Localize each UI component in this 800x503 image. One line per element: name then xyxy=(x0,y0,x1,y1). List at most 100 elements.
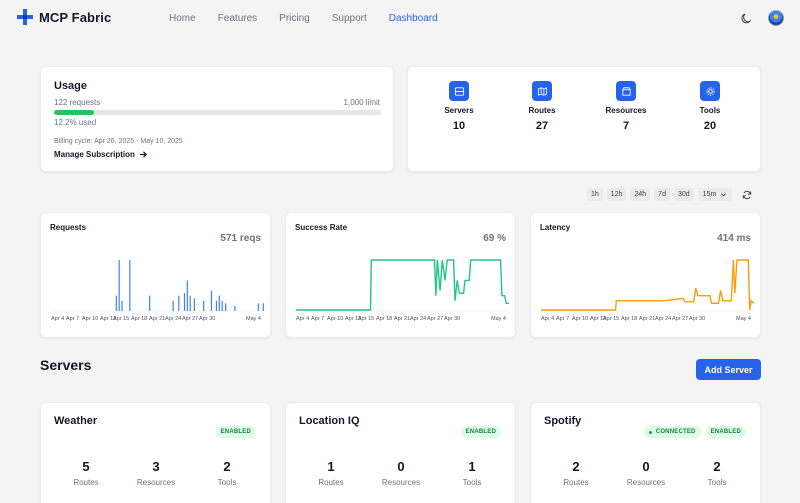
server-badges: CONNECTED ENABLED xyxy=(639,426,746,438)
x-tick-label: Apr 18 xyxy=(376,316,392,322)
x-tick-label: Apr 7 xyxy=(66,316,79,322)
avatar[interactable] xyxy=(768,10,784,26)
range-1h[interactable]: 1h xyxy=(587,188,603,201)
routes-count: 5 xyxy=(82,459,90,474)
top-nav-bar: MCP Fabric Home Features Pricing Support… xyxy=(0,0,800,38)
x-tick-label: Apr 21 xyxy=(149,316,165,322)
status-badge: ENABLED xyxy=(215,426,256,438)
gear-icon xyxy=(700,81,720,101)
status-dot-icon xyxy=(648,430,652,434)
refresh-icon[interactable] xyxy=(742,190,752,200)
x-tick-label: Apr 21 xyxy=(639,316,655,322)
chart-bar xyxy=(203,300,205,311)
x-tick-label: May 4 xyxy=(736,316,751,322)
range-30d[interactable]: 30d xyxy=(673,188,694,201)
chart-bar xyxy=(221,300,223,311)
x-tick-label: Apr 24 xyxy=(655,316,671,322)
x-tick-label: Apr 7 xyxy=(311,316,324,322)
app-name: MCP Fabric xyxy=(39,9,112,25)
main-nav: Home Features Pricing Support Dashboard xyxy=(169,13,460,24)
server-routes: 1 Routes xyxy=(301,459,361,487)
nav-dashboard[interactable]: Dashboard xyxy=(388,13,438,24)
stat-value: 27 xyxy=(535,120,549,132)
x-tick-label: Apr 24 xyxy=(410,316,426,322)
stat-label: Servers xyxy=(444,106,474,115)
chart-series-line xyxy=(296,259,509,311)
stat-servers[interactable]: Servers 10 xyxy=(429,81,489,132)
chart-bar xyxy=(149,295,151,311)
nav-pricing[interactable]: Pricing xyxy=(279,13,310,24)
resources-label: Resources xyxy=(626,478,666,487)
x-tick-label: Apr 10 xyxy=(327,316,343,322)
brand[interactable]: MCP Fabric xyxy=(17,9,111,25)
usage-card: Usage 122 requests 1,000 limit 12.2% use… xyxy=(40,66,394,172)
add-server-button[interactable]: Add Server xyxy=(696,359,761,380)
status-badge: ENABLED xyxy=(460,426,501,438)
server-routes: 5 Routes xyxy=(56,459,116,487)
chart-bar xyxy=(225,303,227,311)
manage-subscription-label: Manage Subscription xyxy=(54,150,135,159)
nav-features[interactable]: Features xyxy=(217,13,258,24)
nav-support[interactable]: Support xyxy=(331,13,367,24)
chart-series-line xyxy=(541,259,755,311)
x-tick-label: Apr 21 xyxy=(394,316,410,322)
x-tick-label: Apr 30 xyxy=(689,316,705,322)
x-tick-label: Apr 27 xyxy=(427,316,443,322)
chart-bar xyxy=(186,280,188,311)
chart-title: Success Rate xyxy=(295,223,348,232)
stat-resources[interactable]: Resources 7 xyxy=(596,81,656,132)
chart-title: Latency xyxy=(540,223,571,232)
time-range-controls: 1h 12h 24h 7d 30d 15m xyxy=(587,188,752,201)
usage-progress-fill xyxy=(54,110,94,115)
server-card-location-iq[interactable]: Location IQ ENABLED 1 Routes 0 Resources 1… xyxy=(285,402,516,503)
server-tools: 1 Tools xyxy=(442,459,502,487)
range-12h[interactable]: 12h xyxy=(606,188,627,201)
x-tick-label: Apr 13 xyxy=(100,316,116,322)
interval-select[interactable]: 15m xyxy=(697,188,733,201)
moon-icon[interactable] xyxy=(741,12,753,24)
stat-label: Resources xyxy=(605,106,647,115)
server-tools: 2 Tools xyxy=(197,459,257,487)
resources-count: 0 xyxy=(397,459,405,474)
server-resources: 3 Resources xyxy=(126,459,186,487)
chart-summary: 69 % xyxy=(483,233,506,244)
box-icon xyxy=(616,81,636,101)
server-name: Spotify xyxy=(544,415,582,427)
tools-count: 2 xyxy=(223,459,231,474)
stat-tools[interactable]: Tools 20 xyxy=(680,81,740,132)
resources-count: 0 xyxy=(642,459,650,474)
server-card-spotify[interactable]: Spotify CONNECTED ENABLED 2 Routes 0 Resou… xyxy=(530,402,761,503)
plus-cross-logo xyxy=(17,9,33,25)
usage-requests: 122 requests xyxy=(54,98,101,107)
map-icon xyxy=(532,81,552,101)
resources-label: Resources xyxy=(381,478,421,487)
server-card-weather[interactable]: Weather ENABLED 5 Routes 3 Resources 2 Tool… xyxy=(40,402,271,503)
x-tick-label: Apr 15 xyxy=(113,316,129,322)
tools-label: Tools xyxy=(707,478,727,487)
x-tick-label: Apr 7 xyxy=(556,316,569,322)
routes-label: Routes xyxy=(318,478,344,487)
server-routes: 2 Routes xyxy=(546,459,606,487)
nav-home[interactable]: Home xyxy=(169,13,196,24)
chart-summary: 414 ms xyxy=(717,233,751,244)
chart-bar xyxy=(189,295,191,311)
x-tick-label: Apr 4 xyxy=(296,316,309,322)
usage-percent: 12.2% used xyxy=(54,118,97,127)
chart-bar xyxy=(257,303,259,311)
manage-subscription-link[interactable]: Manage Subscription xyxy=(54,150,148,159)
stat-routes[interactable]: Routes 27 xyxy=(512,81,572,132)
range-7d[interactable]: 7d xyxy=(654,188,670,201)
chart-bar xyxy=(172,300,174,311)
chart-bar xyxy=(262,303,264,311)
x-tick-label: Apr 30 xyxy=(444,316,460,322)
connected-badge: CONNECTED xyxy=(643,426,701,438)
x-tick-label: Apr 4 xyxy=(51,316,64,322)
badge-label: ENABLED xyxy=(465,429,496,435)
x-tick-label: Apr 10 xyxy=(82,316,98,322)
x-tick-label: Apr 15 xyxy=(358,316,374,322)
stat-label: Routes xyxy=(528,106,556,115)
range-24h[interactable]: 24h xyxy=(630,188,651,201)
chart-bar xyxy=(183,293,186,311)
stats-card: Servers 10 Routes 27 Resources 7 Tools 2… xyxy=(407,66,761,172)
